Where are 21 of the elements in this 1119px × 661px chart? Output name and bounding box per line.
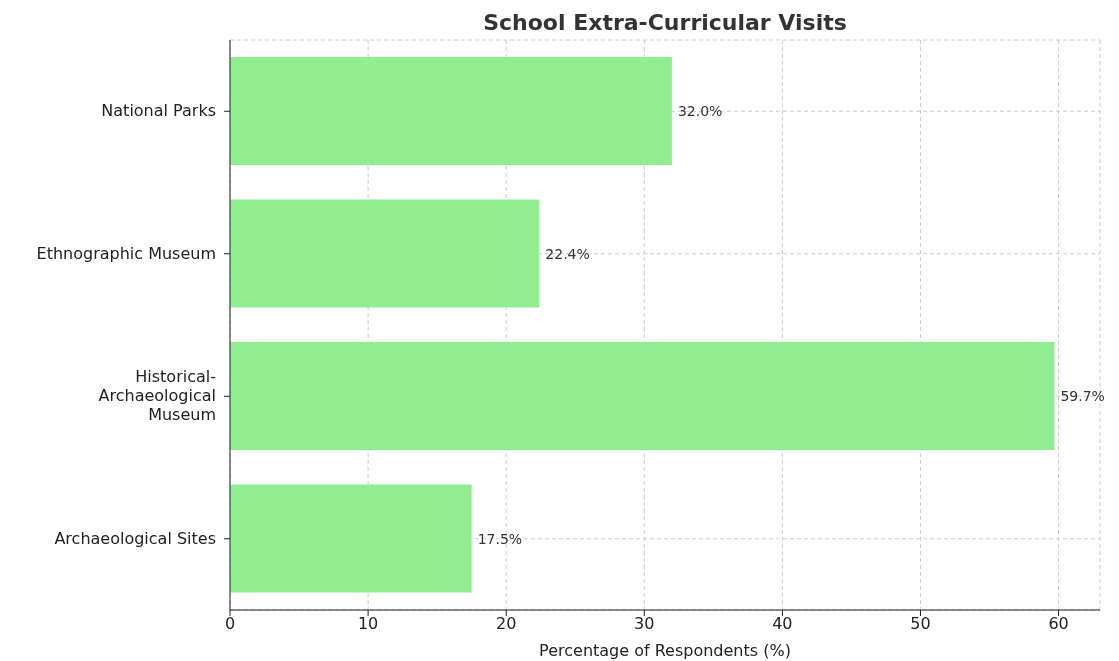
x-axis-title: Percentage of Respondents (%)	[539, 641, 791, 660]
bar	[230, 199, 540, 308]
data-label: 17.5%	[477, 530, 523, 547]
bar	[230, 342, 1055, 451]
y-tick-label: Archaeological Sites	[54, 528, 216, 548]
x-tick-label: 30	[634, 614, 655, 634]
chart-title: School Extra-Curricular Visits	[482, 9, 848, 37]
x-tick-label: 10	[357, 614, 379, 634]
bar	[230, 57, 672, 166]
x-tick-label: 20	[496, 614, 517, 634]
x-tick-label: 40	[772, 614, 793, 634]
y-tick-label: Ethnographic Museum	[36, 243, 216, 263]
y-tick-label: National Parks	[101, 101, 216, 121]
y-tick-label: Historical-Archaeological Museum	[98, 367, 216, 425]
data-label: 22.4%	[545, 245, 590, 262]
x-tick-label: 0	[224, 614, 236, 634]
data-label: 32.0%	[677, 103, 723, 120]
x-tick-label: 60	[1048, 614, 1069, 634]
data-label: 59.7%	[1060, 388, 1105, 405]
x-tick-label: 50	[910, 614, 931, 634]
bar	[230, 484, 472, 593]
